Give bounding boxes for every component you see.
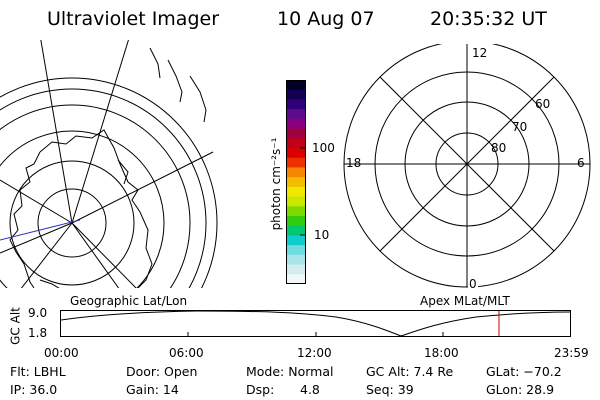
colorbar-segment (286, 177, 306, 188)
colorbar-segment (286, 109, 306, 120)
altitude-tick-min: 1.8 (28, 326, 48, 340)
geographic-panel-label: Geographic Lat/Lon (70, 294, 188, 308)
colorbar-segment (286, 264, 306, 275)
colorbar-segment (286, 186, 306, 198)
coastline (39, 129, 153, 288)
latitude-circle (9, 160, 135, 286)
coastline (167, 59, 183, 103)
filter-status: Flt: LBHL (10, 364, 66, 379)
colorbar-segment (286, 99, 306, 110)
meridian-line (40, 40, 73, 224)
coastline (39, 279, 60, 288)
colorbar-segment (286, 225, 306, 237)
altitude-axis-label: GC Alt (8, 307, 23, 345)
colorbar-segment (286, 128, 306, 139)
time-tick: 00:00 (44, 346, 79, 360)
geographic-longitude: GLon: 28.9 (486, 382, 555, 397)
colorbar-segment (286, 157, 306, 169)
colorbar-tick-10: 10 (314, 228, 330, 242)
latitude-circle (0, 88, 207, 288)
polar-mlat-mlt-plot (343, 44, 591, 288)
colorbar-segment (286, 274, 306, 284)
colorbar-segment (286, 196, 306, 207)
dsp-value: 4.8 (300, 382, 320, 397)
dsp-label: Dsp: (246, 382, 275, 397)
latitude-circle (0, 130, 165, 288)
coastline (9, 151, 41, 288)
gc-altitude-status: GC Alt: 7.4 Re (366, 364, 454, 379)
meridian-line (71, 222, 120, 288)
sequence-status: Seq: 39 (366, 382, 414, 397)
door-status: Door: Open (126, 364, 198, 379)
colorbar-segment (286, 235, 306, 246)
time-tick: 12:00 (297, 346, 332, 360)
ip-status: IP: 36.0 (10, 382, 58, 397)
time-tick: 18:00 (424, 346, 459, 360)
latitude-circle (37, 188, 107, 258)
colorbar-segment (286, 148, 306, 159)
time-tick: 06:00 (169, 346, 204, 360)
geographic-latitude: GLat: −70.2 (486, 364, 562, 379)
colorbar-segment (286, 138, 306, 149)
observation-time: 20:35:32 UT (430, 8, 547, 30)
colorbar-segment (286, 118, 306, 130)
observation-date: 10 Aug 07 (277, 8, 375, 30)
colorbar-segment (286, 254, 306, 266)
meridian-line (71, 151, 214, 224)
mode-status: Mode: Normal (246, 364, 334, 379)
colorbar-segment (286, 167, 306, 178)
time-tick: 23:59 (554, 346, 589, 360)
mlt-label-6: 6 (577, 156, 585, 170)
geographic-map (0, 40, 218, 288)
altitude-curve (60, 310, 571, 337)
colorbar-segment (286, 245, 306, 256)
mlt-label-12: 12 (471, 46, 489, 60)
mlt-label-18: 18 (346, 156, 362, 170)
colorbar-segment (286, 216, 306, 227)
colorbar-unit-label: photon cm⁻²s⁻¹ (269, 137, 283, 231)
coastline (149, 47, 161, 79)
colorbar-tick-100: 100 (312, 141, 335, 155)
mlt-label-0: 0 (468, 277, 478, 291)
meridian-line (71, 40, 129, 224)
satellite-track (0, 219, 81, 241)
polar-panel-label: Apex MLat/MLT (420, 294, 510, 308)
latitude-circle (0, 104, 191, 288)
mlat-label-60: 60 (535, 97, 551, 111)
colorbar-segment (286, 206, 306, 217)
gain-status: Gain: 14 (126, 382, 179, 397)
gc-altitude-timeline (60, 310, 571, 337)
meridian-line (0, 179, 73, 224)
mlat-label-70: 70 (512, 120, 528, 134)
latitude-circle (0, 77, 218, 288)
meridian-line (71, 222, 137, 288)
intensity-colorbar (286, 80, 306, 284)
coastline (117, 159, 129, 185)
meridian-line (0, 222, 73, 254)
coastline (189, 75, 207, 123)
mlt-diagonal (379, 76, 555, 252)
instrument-title: Ultraviolet Imager (47, 8, 220, 30)
colorbar-segment (286, 80, 306, 91)
altitude-tick-max: 9.0 (28, 306, 48, 320)
mlat-label-80: 80 (491, 141, 507, 155)
colorbar-segment (286, 89, 306, 101)
